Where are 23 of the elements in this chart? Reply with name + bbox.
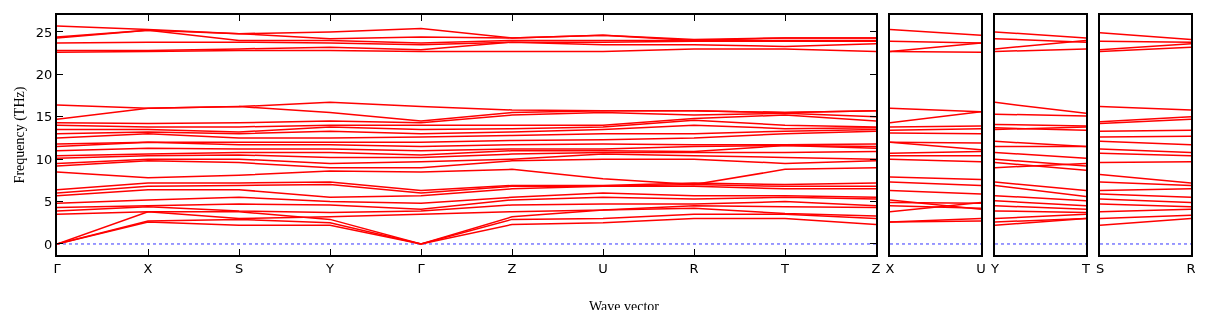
x-tick-label: Z bbox=[507, 260, 517, 276]
y-tick-label: 10 bbox=[35, 151, 53, 167]
x-tick-label: Γ bbox=[53, 260, 62, 276]
x-tick-label: R bbox=[1186, 260, 1196, 276]
x-tick-label: T bbox=[1081, 260, 1091, 276]
x-tick-label: T bbox=[780, 260, 790, 276]
x-tick-label: R bbox=[689, 260, 699, 276]
x-tick-label: Z bbox=[871, 260, 881, 276]
x-tick-label: U bbox=[598, 260, 608, 276]
y-tick-label: 20 bbox=[35, 66, 53, 82]
x-tick-label: X bbox=[885, 260, 895, 276]
x-tick-label: X bbox=[143, 260, 153, 276]
y-tick-label: 15 bbox=[35, 109, 53, 125]
x-tick-label: Y bbox=[325, 260, 335, 276]
y-tick-label: 25 bbox=[35, 24, 53, 40]
y-axis-title: Frequency (THz) bbox=[11, 86, 28, 184]
x-tick-label: Γ bbox=[417, 260, 426, 276]
x-tick-label: U bbox=[976, 260, 986, 276]
y-tick-label: 0 bbox=[44, 236, 53, 252]
x-tick-label: S bbox=[1095, 260, 1105, 276]
x-tick-label: Y bbox=[990, 260, 1000, 276]
x-tick-label: S bbox=[234, 260, 244, 276]
y-tick-label: 5 bbox=[44, 194, 53, 210]
